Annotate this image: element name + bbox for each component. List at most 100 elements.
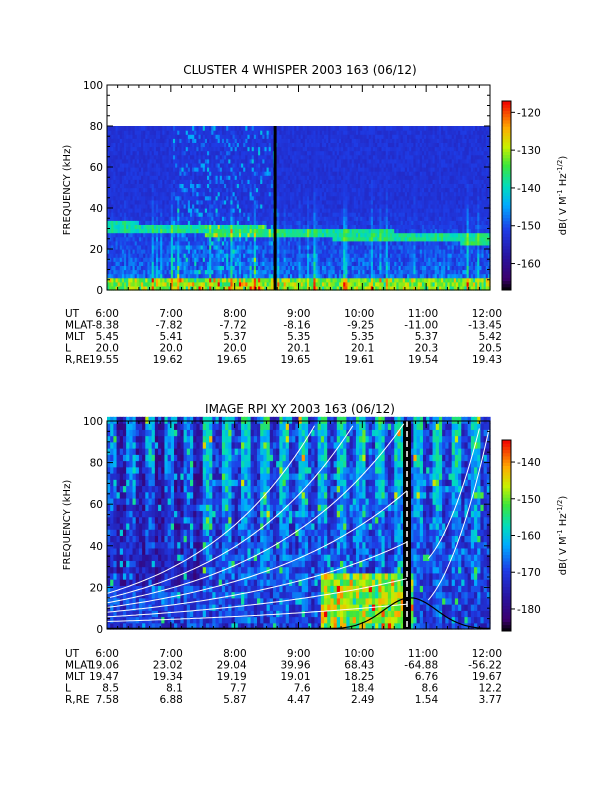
spectrogram-cell [189,265,193,271]
spectrogram-cell [153,191,157,197]
spectrogram-cell [172,212,176,217]
spectrogram-cell [172,130,176,135]
spectrogram-cell [243,130,246,135]
spectrogram-cell [109,199,112,205]
spectrogram-cell [215,220,219,225]
spectrogram-cell [196,224,200,230]
spectrogram-cell [268,244,272,250]
spectrogram-cell [153,158,157,164]
spectrogram-cell [151,150,155,156]
spectrogram-cell [211,236,214,242]
spectrogram-cell [279,269,283,275]
spectrogram-cell [234,183,238,189]
spectrogram-cell [202,236,206,242]
spectrogram-cell [141,253,144,258]
spectrogram-cell [160,150,163,156]
spectrogram-cell [262,285,266,291]
spectrogram-cell [234,249,238,254]
spectrogram-cell [134,130,138,135]
spectrogram-cell [238,183,242,189]
spectrogram-cell [207,179,210,184]
spectrogram-cell [253,277,257,283]
spectrogram-cell [198,220,202,225]
spectrogram-cell [219,285,223,291]
spectrogram-cell [136,281,140,287]
spectrogram-cell [121,158,125,164]
spectrogram-cell [153,134,157,139]
spectrogram-cell [194,212,197,217]
spectrogram-cell [258,158,261,164]
spectrogram-cell [217,269,221,275]
spectrogram-cell [153,199,157,205]
spectrogram-cell [138,273,142,279]
spectrogram-cell [145,187,149,193]
spectrogram-cell [245,162,249,168]
spectrogram-cell [228,240,232,246]
spectrogram-cell [245,257,249,262]
spectrogram-cell [189,179,193,184]
spectrogram-cell [283,244,287,250]
spectrogram-cell [232,236,236,242]
spectrogram-cell [189,191,193,197]
spectrogram-cell [224,199,227,205]
spectrogram-cell [170,236,174,242]
spectrogram-cell [268,199,272,205]
spectrogram-cell [189,199,193,205]
spectrogram-cell [279,249,283,254]
spectrogram-cell [266,171,270,176]
spectrogram-cell [147,167,151,172]
spectrogram-cell [170,171,174,176]
spectrogram-cell [236,191,240,197]
spectrogram-cell [168,265,172,271]
spectrogram-cell [185,175,189,180]
spectrogram-cell [213,232,217,238]
spectrogram-cell [209,228,212,234]
spectrogram-cell [283,253,287,258]
spectrogram-cell [253,281,257,287]
spectrogram-cell [209,203,212,209]
spectrogram-cell [243,257,246,262]
spectrogram-cell [153,220,157,225]
spectrogram-cell [260,130,263,135]
spectrogram-cell [198,265,202,271]
spectrogram-cell [277,269,280,275]
spectrogram-cell [270,281,274,287]
spectrogram-cell [132,212,136,217]
spectrogram-cell [151,146,155,152]
spectrogram-cell [219,171,223,176]
spectrogram-cell [238,257,242,262]
spectrogram-cell [230,187,234,193]
spectrogram-cell [277,273,280,279]
spectrogram-cell [209,249,212,254]
spectrogram-cell [217,232,221,238]
spectrogram-cell [260,277,263,283]
spectrogram-cell [279,224,283,230]
spectrogram-cell [238,224,242,230]
spectrogram-cell [283,216,287,221]
spectrogram-cell [215,273,219,279]
spectrogram-cell [134,158,138,164]
spectrogram-cell [145,126,149,131]
spectrogram-cell [221,285,225,291]
spectrogram-cell [228,285,232,291]
spectrogram-cell [179,240,183,246]
spectrogram-cell [177,269,180,275]
spectrogram-cell [241,220,244,225]
spectrogram-cell [270,199,274,205]
spectrogram-cell [149,253,153,258]
spectrogram-cell [168,142,172,148]
spectrogram-cell [245,191,249,197]
spectrogram-cell [234,261,238,266]
spectrogram-cell [166,142,170,148]
spectrogram-cell [189,240,193,246]
spectrogram-cell [172,199,176,205]
spectrogram-cell [128,265,132,271]
spectrogram-cell [219,146,223,152]
spectrogram-cell [266,183,270,189]
spectrogram-cell [119,220,123,225]
spectrogram-cell [179,224,183,230]
spectrogram-cell [258,138,261,143]
spectrogram-cell [172,187,176,193]
spectrogram-cell [196,269,200,275]
spectrogram-cell [162,249,166,254]
